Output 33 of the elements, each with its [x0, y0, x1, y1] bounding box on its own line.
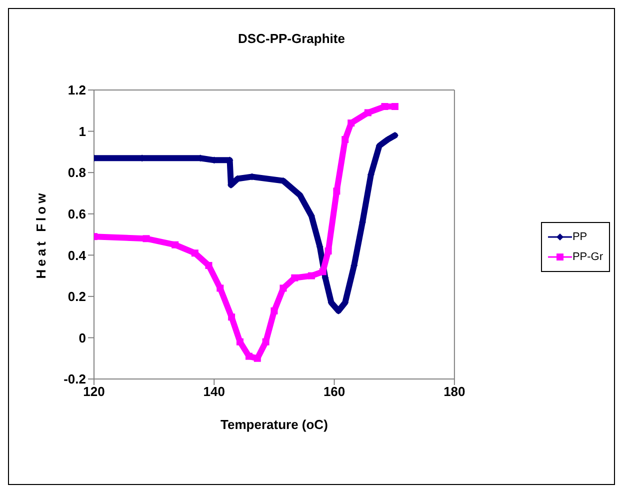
y-tick-label: 0.6	[68, 206, 86, 222]
point	[254, 354, 261, 362]
legend-label: PP-Gr	[572, 250, 603, 264]
point	[364, 109, 372, 116]
x-tick-label: 120	[83, 384, 105, 400]
point	[262, 338, 270, 346]
x-tick-label: 140	[203, 384, 225, 400]
y-tick-label: -0.2	[64, 372, 86, 387]
point	[236, 338, 244, 346]
point	[391, 103, 398, 110]
x-axis-title: Temperature (oC)	[220, 417, 328, 432]
y-tick-label: 1	[78, 124, 86, 139]
x-tick-label: 180	[444, 384, 466, 400]
point	[172, 241, 179, 248]
y-tick-label: 1.2	[68, 82, 86, 98]
point	[245, 352, 252, 360]
y-tick-label: 0.8	[68, 165, 86, 180]
y-tick-label: 0.2	[68, 289, 86, 304]
legend-label: PP	[572, 230, 588, 244]
point	[348, 120, 355, 127]
point	[205, 262, 212, 269]
point	[291, 274, 298, 282]
x-tick-label: 160	[323, 384, 346, 400]
y-axis-title: Heat Flow	[34, 190, 49, 279]
point	[319, 268, 326, 276]
y-tick-label: 0	[78, 330, 86, 346]
point	[280, 284, 287, 292]
y-tick-label: 0.4	[68, 248, 87, 263]
point	[191, 250, 198, 257]
point	[216, 284, 224, 292]
point	[270, 307, 278, 314]
point	[228, 314, 236, 321]
chart-title: DSC-PP-Graphite	[237, 31, 346, 46]
